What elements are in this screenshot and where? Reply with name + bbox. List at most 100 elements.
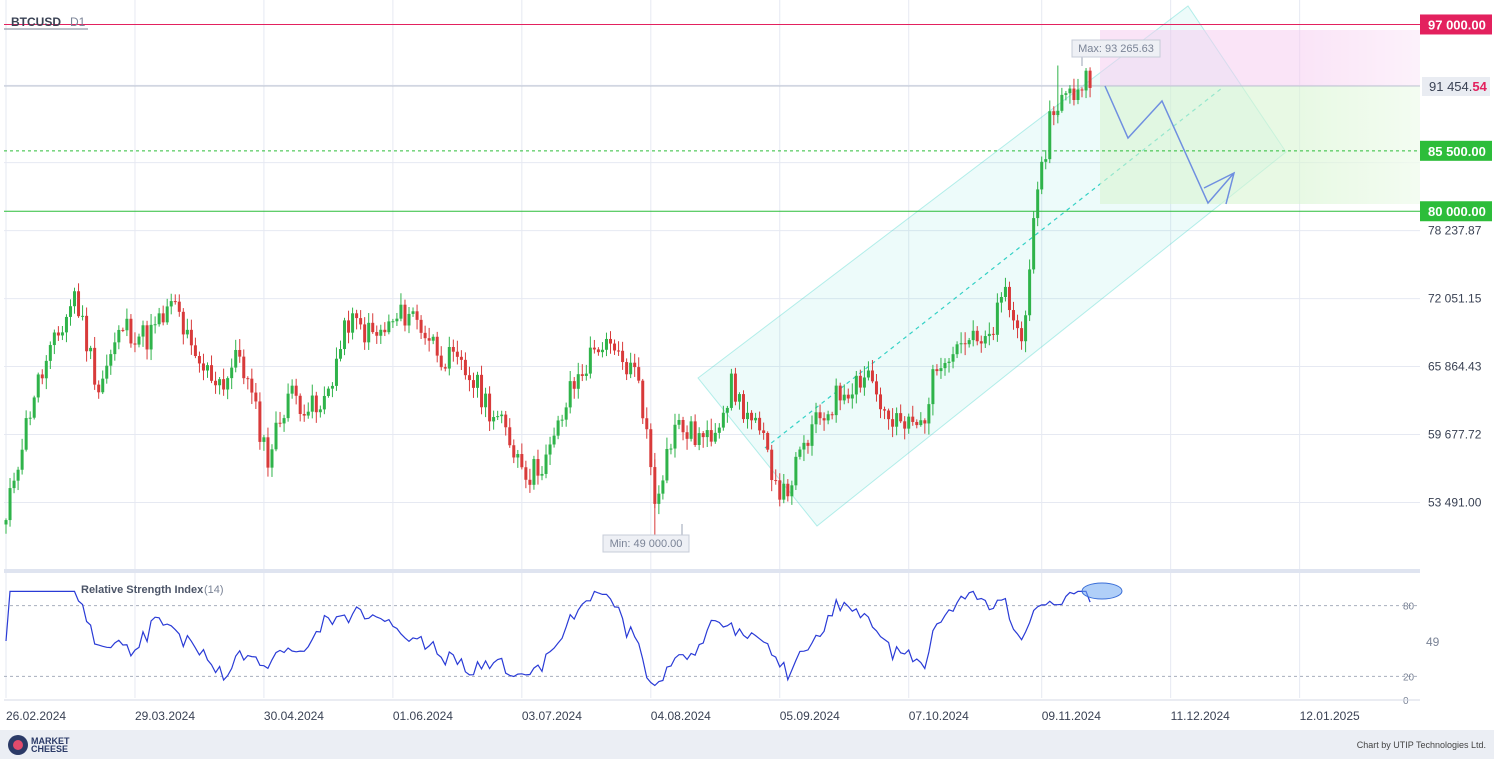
candle-body	[729, 373, 733, 408]
candle-body	[484, 393, 488, 408]
candle-body	[1076, 89, 1080, 100]
candle-body	[504, 414, 508, 428]
candles[interactable]	[4, 65, 1092, 552]
candle-body	[822, 418, 826, 421]
candle-body	[971, 330, 975, 341]
rsi-highlight-ellipse[interactable]	[1081, 582, 1123, 600]
candle-body	[242, 356, 246, 379]
candle-body	[669, 448, 673, 450]
candle-body	[1020, 328, 1024, 342]
date-tick-label: 04.08.2024	[651, 709, 711, 723]
candle-body	[919, 420, 923, 426]
candle-body	[895, 413, 899, 427]
candle-body	[230, 367, 234, 379]
candle-body	[540, 473, 544, 476]
date-tick-label: 03.07.2024	[522, 709, 582, 723]
candle-body	[721, 412, 725, 428]
price-chart[interactable]: 97 000.00 85 500.00 80 000.00 BTCUSD D1 Ma…	[0, 0, 1494, 730]
candle-body	[657, 493, 661, 504]
candle-body	[459, 356, 463, 360]
candle-body	[1012, 310, 1015, 321]
date-tick-label: 29.03.2024	[135, 709, 195, 723]
candle-body	[40, 374, 44, 379]
date-axis[interactable]: 26.02.2024 29.03.2024 30.04.2024 01.06.2024…	[4, 699, 1420, 723]
candle-body	[149, 324, 153, 350]
candle-body	[665, 448, 669, 481]
candle-body	[24, 418, 28, 450]
candle-body	[580, 374, 584, 376]
candle-body	[600, 349, 604, 353]
candle-body	[713, 432, 717, 442]
candle-body	[604, 338, 608, 350]
market-cheese-logo[interactable]: MARKET CHEESE	[8, 735, 70, 755]
candle-body	[411, 311, 415, 314]
horizontal-levels[interactable]: 97 000.00 85 500.00 80 000.00	[4, 14, 1492, 222]
price-axis[interactable]: 78 237.87 72 051.15 65 864.43 59 677.72 53 4…	[1428, 224, 1482, 510]
candle-body	[254, 392, 258, 402]
candle-body	[552, 435, 556, 445]
candle-body	[790, 485, 794, 497]
candle-body	[661, 480, 665, 494]
candle-body	[36, 374, 40, 398]
candle-body	[89, 347, 93, 352]
candle-body	[423, 332, 427, 339]
candle-body	[1040, 161, 1044, 190]
candle-body	[338, 349, 342, 359]
candle-body	[246, 378, 250, 380]
candle-body	[814, 412, 818, 425]
candle-body	[762, 430, 766, 433]
candle-body	[52, 332, 56, 346]
candle-body	[282, 418, 286, 424]
pane-separator[interactable]	[4, 569, 1420, 573]
candle-body	[685, 432, 689, 439]
candle-body	[520, 454, 524, 468]
candle-body	[395, 318, 399, 322]
candle-body	[915, 421, 919, 426]
candle-body	[330, 385, 334, 389]
date-tick-label: 01.06.2024	[393, 709, 453, 723]
candle-body	[181, 311, 185, 335]
price-tick-label: 78 237.87	[1428, 224, 1482, 238]
candle-body	[778, 480, 782, 500]
candle-body	[222, 379, 226, 390]
candle-body	[451, 346, 455, 352]
date-tick-label: 09.11.2024	[1042, 709, 1101, 723]
candle-body	[193, 345, 197, 357]
candle-body	[637, 367, 641, 381]
candle-body	[480, 374, 484, 408]
candle-body	[447, 346, 451, 369]
candle-body	[556, 420, 560, 436]
max-callout-label: Max: 93 265.63	[1078, 43, 1154, 55]
candle-body	[210, 365, 214, 381]
candle-body	[939, 368, 943, 372]
rsi-line[interactable]	[5, 590, 1091, 687]
candle-body	[189, 329, 193, 346]
candle-body	[197, 356, 201, 364]
candle-body	[214, 380, 218, 386]
candle-body	[133, 343, 137, 345]
candle-body	[77, 291, 81, 317]
candle-body	[1007, 286, 1011, 311]
candle-body	[81, 315, 85, 317]
candle-body	[343, 320, 347, 350]
candle-body	[387, 321, 391, 333]
rsi-period: (14)	[204, 584, 224, 596]
candle-body	[536, 459, 540, 476]
candle-body	[947, 361, 951, 364]
logo-text: MARKET CHEESE	[31, 736, 70, 754]
candle-body	[407, 313, 411, 326]
candle-body	[145, 325, 149, 350]
candle-body	[995, 302, 999, 335]
forecast-path[interactable]	[1104, 85, 1235, 205]
candle-body	[709, 430, 713, 442]
rsi-tick-label: 49	[1426, 635, 1440, 649]
candle-body	[286, 393, 290, 419]
candle-body	[238, 349, 242, 357]
candle-body	[476, 374, 480, 388]
candle-body	[101, 378, 105, 393]
candle-body	[310, 395, 314, 412]
candle-body	[705, 430, 709, 438]
candle-body	[613, 343, 617, 351]
candle-body	[750, 412, 754, 421]
candle-body	[431, 336, 435, 341]
